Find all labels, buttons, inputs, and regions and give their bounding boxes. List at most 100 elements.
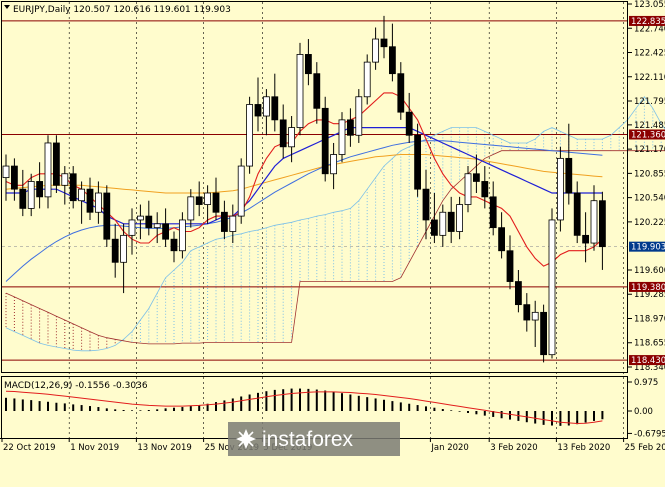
candle-body — [95, 192, 102, 213]
watermark-band — [228, 422, 400, 456]
candle-body — [44, 142, 52, 198]
candle-body — [414, 134, 422, 190]
candle-body — [397, 73, 405, 113]
candles — [2, 15, 606, 363]
candle-body — [170, 238, 178, 252]
candle-body — [136, 215, 144, 221]
candle-body — [262, 96, 270, 117]
candle-body — [53, 142, 60, 186]
candle-body — [380, 38, 388, 48]
price-tick-label: 122.425 — [634, 49, 665, 59]
candle-body — [128, 219, 136, 236]
level-tag-label: 122.835 — [631, 17, 665, 27]
candle-body — [111, 238, 119, 263]
time-tick-label: 1 Nov 2019 — [70, 443, 119, 453]
candle-body — [439, 211, 447, 236]
watermark: instaforex — [228, 422, 400, 456]
candle-body — [10, 165, 18, 190]
macd-tick-label: -0.6795 — [634, 429, 665, 439]
candle-body — [548, 219, 556, 356]
candle-body — [540, 311, 547, 356]
instaforex-logo-icon — [236, 429, 256, 449]
candle-body — [363, 61, 371, 98]
candle-body — [506, 250, 514, 282]
macd-header: MACD(12,26,9) -0.1556 -0.3036 — [4, 381, 148, 391]
price-tick-label: 122.740 — [634, 24, 665, 34]
price-tick-label: 120.855 — [634, 169, 665, 179]
level-tag — [629, 129, 665, 140]
level-tag — [629, 355, 665, 366]
current-price-label: 119.903 — [631, 243, 665, 253]
candle-body — [447, 211, 455, 232]
candle-body — [229, 215, 237, 232]
candle-body — [313, 73, 321, 109]
candle-body — [515, 281, 522, 306]
time-tick-label: 13 Feb 2020 — [557, 443, 610, 453]
candle-body — [36, 181, 43, 198]
candle-body — [195, 196, 203, 205]
macd-tick-label: 0.975 — [634, 378, 658, 388]
price-tick-label: 118.340 — [634, 363, 665, 373]
time-tick-label: Jan 2020 — [430, 443, 468, 453]
candle-body — [86, 188, 94, 213]
candle-body — [523, 304, 531, 321]
candle-body — [531, 311, 539, 321]
candle-body — [69, 173, 77, 202]
candle-body — [78, 188, 85, 202]
candle-body — [372, 38, 380, 63]
price-tick-label: 121.485 — [634, 121, 665, 131]
senkou-span-b-line — [5, 150, 665, 345]
price-tick-label: 118.655 — [634, 339, 665, 349]
candle-body — [565, 157, 573, 194]
level-tag-label: 121.360 — [631, 130, 665, 140]
price-tick-label: 119.600 — [634, 266, 665, 276]
level-tag — [629, 15, 665, 26]
price-tick-label: 121.795 — [634, 97, 665, 107]
candle-body — [599, 200, 606, 248]
candle-body — [296, 54, 304, 128]
price-tick-label: 120.225 — [634, 218, 665, 228]
candle-body — [498, 227, 506, 252]
candle-body — [27, 181, 35, 209]
macd-signal-line — [5, 390, 603, 425]
time-tick-label: 3 Feb 2020 — [490, 443, 538, 453]
symbol-dropdown-icon[interactable] — [4, 5, 10, 9]
current-price-tag — [629, 241, 665, 252]
candle-body — [271, 96, 279, 121]
candle-body — [338, 119, 346, 155]
candle-body — [405, 111, 413, 136]
candle-body — [178, 219, 186, 252]
candle-body — [489, 196, 497, 229]
price-tick-label: 119.285 — [634, 290, 665, 300]
candle-body — [153, 223, 161, 229]
ma-orange-line — [5, 154, 603, 194]
candle-body — [582, 234, 589, 244]
candle-body — [422, 188, 430, 221]
candle-body — [120, 234, 127, 263]
candle-body — [237, 165, 245, 217]
candle-body — [304, 54, 312, 75]
price-tick-label: 121.170 — [634, 145, 665, 155]
candle-body — [481, 181, 489, 198]
candle-body — [61, 173, 69, 186]
watermark-text: instaforex — [262, 428, 354, 451]
candle-body — [430, 219, 438, 236]
candle-body — [288, 127, 296, 148]
price-tick-label: 118.970 — [634, 314, 665, 324]
candle-body — [204, 192, 212, 205]
candle-body — [212, 192, 220, 213]
senkou-span-a-line — [5, 96, 665, 352]
price-tags: 122.835 121.360 119.380 118.430 119.903 — [629, 15, 665, 366]
candle-body — [220, 211, 228, 232]
candle-body — [279, 119, 287, 148]
level-tag-label: 118.430 — [631, 356, 665, 366]
symbol-header: EURJPY,Daily 120.507 120.616 119.601 119… — [13, 5, 231, 15]
macd-axis: 0.975 0.00 -0.6795 — [628, 378, 665, 439]
price-tick-label: 120.540 — [634, 194, 665, 204]
price-tick-label: 123.055 — [634, 0, 665, 10]
candle-body — [254, 104, 262, 117]
candle-body — [557, 157, 564, 221]
